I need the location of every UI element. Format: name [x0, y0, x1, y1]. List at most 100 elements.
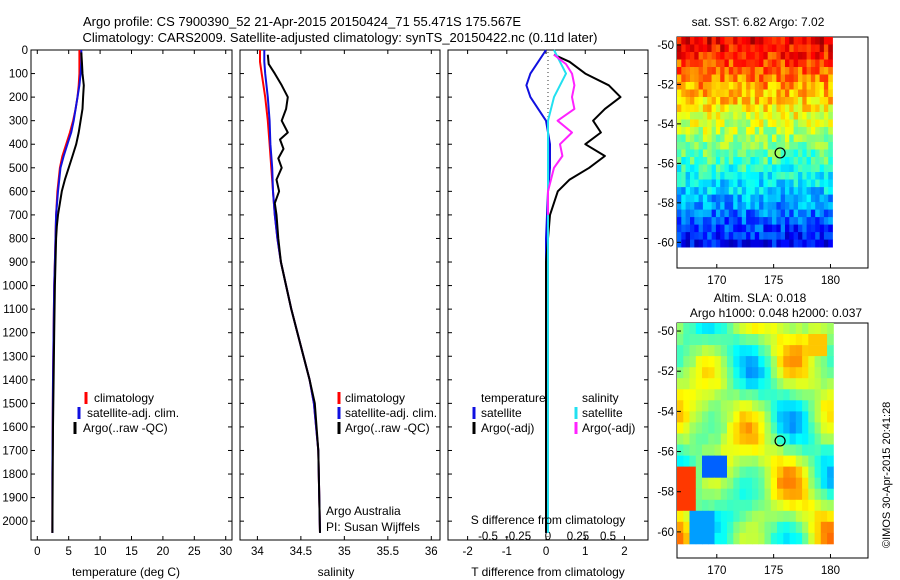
map-cell: [783, 356, 790, 368]
map-cell: [681, 202, 686, 210]
map-cell: [727, 378, 734, 390]
map-cell: [777, 532, 784, 545]
map-cell: [683, 400, 690, 412]
map-cell: [795, 466, 803, 478]
map-cell: [815, 239, 820, 248]
map-cell: [793, 164, 799, 173]
map-cell: [737, 187, 743, 195]
y-tick-label: 200: [9, 92, 28, 104]
map-cell: [802, 239, 807, 248]
map-cell: [708, 510, 715, 523]
map-cell: [795, 488, 803, 501]
map-cell: [789, 433, 797, 445]
map-cell: [690, 202, 695, 210]
map-cell: [702, 466, 709, 478]
map-cell: [707, 119, 712, 128]
map-cell: [702, 82, 708, 90]
map-cell: [810, 104, 816, 113]
map-cell: [714, 334, 722, 346]
map-cell: [707, 89, 712, 98]
map-cell: [741, 52, 747, 60]
map-cell: [727, 532, 734, 545]
map-cell: [720, 59, 725, 68]
map-cell: [772, 187, 777, 195]
map-cell: [715, 82, 721, 90]
map-cell: [815, 224, 820, 233]
map-cell: [767, 157, 773, 165]
map-cell: [767, 149, 773, 158]
map-cell: [694, 224, 699, 233]
map-cell: [685, 194, 691, 203]
map-y-tick-label: -56: [657, 158, 674, 170]
map-cell: [739, 466, 747, 478]
map-cell: [770, 367, 778, 379]
map-cell: [695, 433, 703, 445]
map-cell: [828, 224, 833, 233]
temperature-plot-frame: [30, 49, 233, 541]
map-cell: [714, 323, 722, 335]
difference-panel: -2 -1 0 1 2-0.5 -0.25 0 0.25 0.5 T difference fr…: [447, 49, 649, 579]
map-y-tick-label: -54: [657, 406, 674, 418]
map-cell: [728, 202, 734, 210]
sla-heatmap-cells: [677, 323, 834, 545]
map-cell: [789, 389, 797, 401]
map-cell: [715, 232, 721, 240]
map-cell: [806, 127, 812, 135]
map-cell: [733, 44, 738, 53]
map-cell: [793, 232, 799, 240]
map-cell: [798, 104, 803, 113]
map-cell: [683, 411, 690, 423]
map-cell: [815, 157, 820, 165]
map-cell: [737, 97, 743, 105]
map-cell: [695, 422, 703, 434]
map-cell: [767, 164, 773, 173]
map-cell: [819, 217, 825, 225]
map-cell: [758, 532, 765, 545]
map-cell: [823, 67, 829, 75]
map-cell: [737, 209, 743, 218]
map-cell: [698, 127, 704, 135]
map-cell: [819, 172, 825, 180]
map-cell: [681, 187, 686, 195]
map-cell: [770, 532, 778, 545]
map-cell: [689, 521, 697, 534]
map-cell: [828, 82, 833, 90]
map-cell: [783, 510, 790, 523]
map-cell: [823, 97, 829, 105]
sst-map-title: sat. SST: 6.82 Argo: 7.02: [692, 15, 825, 29]
map-cell: [789, 97, 794, 105]
map-cell: [724, 142, 730, 150]
map-cell: [776, 217, 782, 225]
map-cell: [739, 389, 747, 401]
map-cell: [798, 74, 803, 83]
map-cell: [815, 217, 820, 225]
map-cell: [694, 202, 699, 210]
map-cell: [815, 232, 820, 240]
map-cell: [737, 74, 743, 83]
map-cell: [728, 179, 734, 188]
map-cell: [763, 232, 769, 240]
map-cell: [741, 224, 747, 233]
map-cell: [764, 367, 772, 379]
map-cell: [767, 104, 773, 113]
map-cell: [683, 422, 690, 434]
map-cell: [695, 510, 703, 523]
map-cell: [690, 187, 695, 195]
map-cell: [785, 52, 790, 60]
map-cell: [702, 378, 709, 390]
map-cell: [789, 232, 794, 240]
map-cell: [810, 97, 816, 105]
map-cell: [802, 367, 809, 379]
map-cell: [820, 422, 828, 434]
map-cell: [802, 134, 807, 143]
map-cell: [827, 466, 834, 478]
map-cell: [745, 334, 753, 346]
map-cell: [777, 422, 784, 434]
map-cell: [711, 37, 717, 45]
map-cell: [789, 119, 794, 128]
map-cell: [711, 127, 717, 135]
map-cell: [789, 52, 794, 60]
map-cell: [694, 119, 699, 128]
map-cell: [754, 164, 760, 173]
map-cell: [767, 89, 773, 98]
